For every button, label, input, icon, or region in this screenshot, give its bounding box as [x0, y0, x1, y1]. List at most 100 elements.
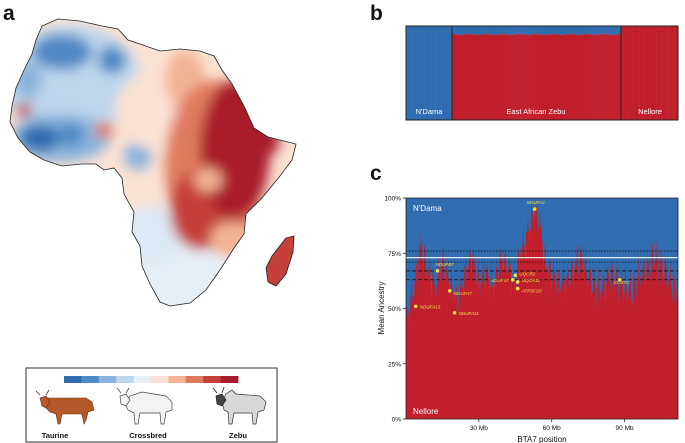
legend-swatch — [220, 376, 239, 383]
structure-bar-blue — [536, 26, 538, 35]
structure-bar-blue — [420, 26, 423, 120]
structure-bar-red — [650, 26, 652, 120]
structure-bar-blue — [490, 26, 493, 35]
structure-bar-blue — [409, 26, 412, 120]
structure-bar-red — [634, 26, 636, 120]
structure-bar-red — [481, 34, 484, 120]
structure-bar-blue — [569, 26, 571, 35]
structure-bar-blue — [515, 26, 517, 34]
structure-bar-red — [489, 33, 492, 120]
structure-bar-red — [558, 34, 560, 121]
structure-bar-blue — [608, 26, 610, 35]
structure-bar-red — [547, 34, 549, 120]
structure-bar-red — [584, 34, 586, 120]
structure-bar-blue — [489, 26, 492, 34]
y-tick-label: 25% — [388, 361, 401, 368]
structure-bar-blue — [412, 26, 415, 120]
structure-bar-blue — [494, 26, 497, 36]
structure-bar-red — [502, 34, 504, 121]
structure-bar-red — [614, 34, 616, 121]
structure-bar-blue — [414, 26, 417, 120]
label-ndama: N'Dama — [413, 204, 442, 213]
structure-bar-blue — [609, 26, 611, 36]
structure-bar-blue — [450, 26, 453, 120]
structure-bar-red — [504, 33, 506, 121]
structure-bar-red — [566, 34, 568, 120]
structure-bar-red — [591, 34, 593, 120]
gene-marker — [532, 207, 537, 211]
structure-bar-blue — [500, 26, 503, 34]
structure-bar-red — [526, 34, 528, 120]
structure-bar-red — [535, 34, 537, 121]
structure-bar-blue — [424, 26, 427, 120]
structure-bar-red — [467, 33, 470, 120]
structure-bar-red — [599, 34, 601, 120]
structure-bar-blue — [547, 26, 549, 35]
structure-bar-blue — [531, 26, 533, 35]
structure-bar-red — [494, 35, 497, 120]
structure-bar-red — [651, 26, 654, 120]
structure-bar-red — [470, 33, 473, 121]
structure-bar-blue — [464, 26, 467, 35]
structure-bar-red — [626, 26, 628, 120]
structure-bar-blue — [458, 26, 461, 36]
structure-bar-blue — [528, 26, 530, 36]
structure-bar-blue — [483, 26, 486, 35]
zebu-cattle-icon — [212, 386, 267, 425]
structure-bar-blue — [614, 26, 616, 35]
structure-bar-red — [556, 34, 558, 120]
legend-swatch — [151, 376, 169, 383]
structure-bar-blue — [568, 26, 570, 35]
structure-bar-red — [658, 26, 660, 120]
gene-label: NDUFA2 — [527, 200, 545, 205]
structure-bar-red — [619, 34, 621, 120]
structure-bar-blue — [477, 26, 480, 35]
structure-bar-blue — [601, 26, 603, 35]
legend-label-taurine: Taurine — [42, 431, 69, 440]
structure-bar-red — [479, 34, 482, 120]
structure-bar-red — [627, 26, 629, 120]
structure-bar-blue — [455, 26, 458, 35]
structure-bar-red — [672, 26, 674, 120]
gene-label: NDUFA7 — [454, 291, 472, 296]
structure-bar-red — [505, 34, 507, 121]
structure-bar-blue — [516, 26, 518, 35]
structure-bar-red — [647, 26, 649, 120]
structure-bar-blue — [430, 26, 433, 120]
structure-bar-blue — [469, 26, 472, 35]
structure-bar-red — [469, 34, 472, 120]
legend-swatch — [64, 376, 82, 383]
structure-bar-blue — [572, 26, 574, 35]
structure-bar-red — [660, 26, 662, 120]
structure-bar-red — [630, 26, 633, 120]
structure-bar-blue — [519, 26, 521, 34]
structure-bar-red — [508, 34, 510, 120]
structure-bar-red — [531, 34, 533, 120]
structure-bar-red — [473, 34, 476, 120]
structure-bar-blue — [502, 26, 504, 35]
structure-bar-red — [559, 34, 561, 120]
reference-lines — [406, 250, 678, 281]
structure-bar-red — [662, 26, 665, 120]
structure-bar-blue — [545, 26, 547, 35]
structure-bar-red — [492, 34, 495, 121]
structure-bar-red — [646, 26, 648, 120]
structure-bar-blue — [593, 26, 595, 35]
structure-bar-blue — [496, 26, 499, 35]
structure-bar-red — [544, 34, 546, 120]
structure-bar-red — [641, 26, 644, 120]
structure-bar-blue — [549, 26, 551, 35]
structure-bar-blue — [571, 26, 573, 35]
structure-bar-red — [570, 33, 572, 120]
structure-bar-blue — [534, 26, 536, 35]
structure-bar-red — [549, 34, 551, 120]
structure-bar-blue — [468, 26, 471, 35]
legend-swatch — [203, 376, 221, 383]
structure-bar-blue — [576, 26, 578, 36]
structure-bar-red — [491, 35, 494, 121]
structure-bar-red — [648, 26, 650, 120]
structure-bar-blue — [466, 26, 469, 34]
structure-bar-red — [539, 34, 541, 121]
structure-bar-red — [567, 33, 569, 120]
structure-bar-red — [607, 33, 609, 120]
